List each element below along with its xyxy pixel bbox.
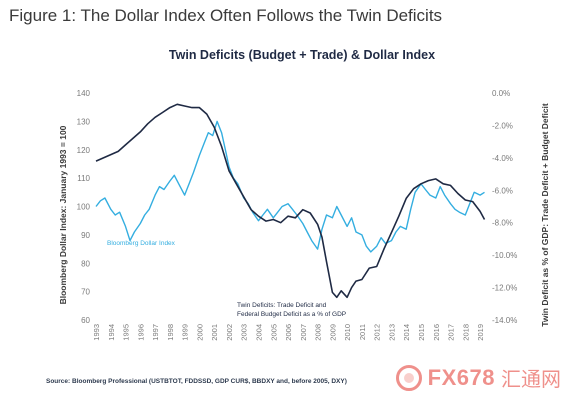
x-tick-label: 1997 xyxy=(151,324,160,341)
x-tick-label: 2015 xyxy=(417,324,426,341)
x-tick-label: 2008 xyxy=(314,324,323,341)
x-tick-label: 2011 xyxy=(358,324,367,340)
dollar-index-annotation: Bloomberg Dollar Index xyxy=(107,240,176,247)
x-tick-label: 2006 xyxy=(284,324,293,341)
y-axis-left-label: Bloomberg Dollar Index: January 1993 = 1… xyxy=(58,125,68,304)
x-tick-label: 2004 xyxy=(255,324,264,341)
x-tick-label: 2002 xyxy=(225,324,234,341)
x-tick-label: 1996 xyxy=(136,324,145,341)
x-axis: 1993 1994 1995 1996 1997 1998 1999 2000 2001 2002… xyxy=(92,324,485,341)
right-tick-label: -2.0% xyxy=(492,121,513,130)
left-tick-label: 60 xyxy=(81,316,90,325)
watermark: FX678 汇通网 xyxy=(395,363,561,392)
dollar-index-line xyxy=(95,120,485,253)
page-title: Figure 1: The Dollar Index Often Follows… xyxy=(9,6,443,25)
x-tick-label: 2017 xyxy=(447,324,456,341)
x-tick-label: 2010 xyxy=(343,324,352,341)
twin-deficit-line xyxy=(95,103,486,299)
x-tick-label: 1999 xyxy=(181,324,190,341)
left-tick-label: 100 xyxy=(77,203,91,212)
fx678-logo-icon xyxy=(395,364,422,391)
left-tick-label: 70 xyxy=(81,288,90,297)
right-tick-label: -12.0% xyxy=(492,284,517,293)
x-tick-label: 2013 xyxy=(387,324,396,341)
x-tick-label: 2018 xyxy=(461,324,470,341)
x-tick-label: 2007 xyxy=(299,324,308,341)
watermark-cn: 汇通网 xyxy=(501,369,561,391)
x-tick-label: 2009 xyxy=(328,324,337,341)
x-tick-label: 2016 xyxy=(432,324,441,341)
x-tick-label: 1993 xyxy=(92,324,101,341)
x-tick-label: 2001 xyxy=(210,324,219,341)
x-tick-label: 2014 xyxy=(402,324,411,341)
left-tick-label: 110 xyxy=(77,174,90,183)
left-tick-label: 90 xyxy=(81,231,90,240)
left-tick-label: 80 xyxy=(81,259,90,268)
right-tick-label: -10.0% xyxy=(492,251,517,260)
twin-deficit-annotation-line1: Twin Deficits: Trade Deficit and xyxy=(237,302,327,309)
x-tick-label: 1995 xyxy=(122,324,131,341)
left-tick-label: 140 xyxy=(77,89,91,98)
right-axis: -14.0% -12.0% -10.0% -8.0% -6.0% -4.0% -2.0% 0.… xyxy=(492,89,517,325)
right-tick-label: -6.0% xyxy=(492,186,513,195)
x-tick-label: 2003 xyxy=(240,324,249,341)
left-axis: 60 70 80 90 100 110 120 130 140 xyxy=(77,89,91,325)
x-tick-label: 2000 xyxy=(195,324,204,341)
x-tick-label: 2019 xyxy=(476,324,485,341)
left-tick-label: 120 xyxy=(77,146,91,155)
x-tick-label: 1998 xyxy=(166,324,175,341)
right-tick-label: -14.0% xyxy=(492,316,517,325)
x-tick-label: 1994 xyxy=(107,324,116,341)
right-tick-label: -8.0% xyxy=(492,219,513,228)
x-tick-label: 2012 xyxy=(373,324,382,341)
watermark-brand: FX678 xyxy=(427,364,495,390)
right-tick-label: 0.0% xyxy=(492,89,510,98)
x-tick-label: 2005 xyxy=(269,324,278,341)
series-layer xyxy=(95,103,486,299)
right-tick-label: -4.0% xyxy=(492,154,513,163)
source-note: Source: Bloomberg Professional (USTBTOT,… xyxy=(46,378,347,385)
left-tick-label: 130 xyxy=(77,117,91,126)
y-axis-right-label: Twin Deficit as % of GDP: Trade Deficit … xyxy=(540,103,550,327)
twin-deficit-annotation-line2: Federal Budget Deficit as a % of GDP xyxy=(237,311,346,318)
annotation-layer: Bloomberg Dollar Index Twin Deficits: Tra… xyxy=(107,240,346,318)
chart-title: Twin Deficits (Budget + Trade) & Dollar … xyxy=(169,48,435,62)
